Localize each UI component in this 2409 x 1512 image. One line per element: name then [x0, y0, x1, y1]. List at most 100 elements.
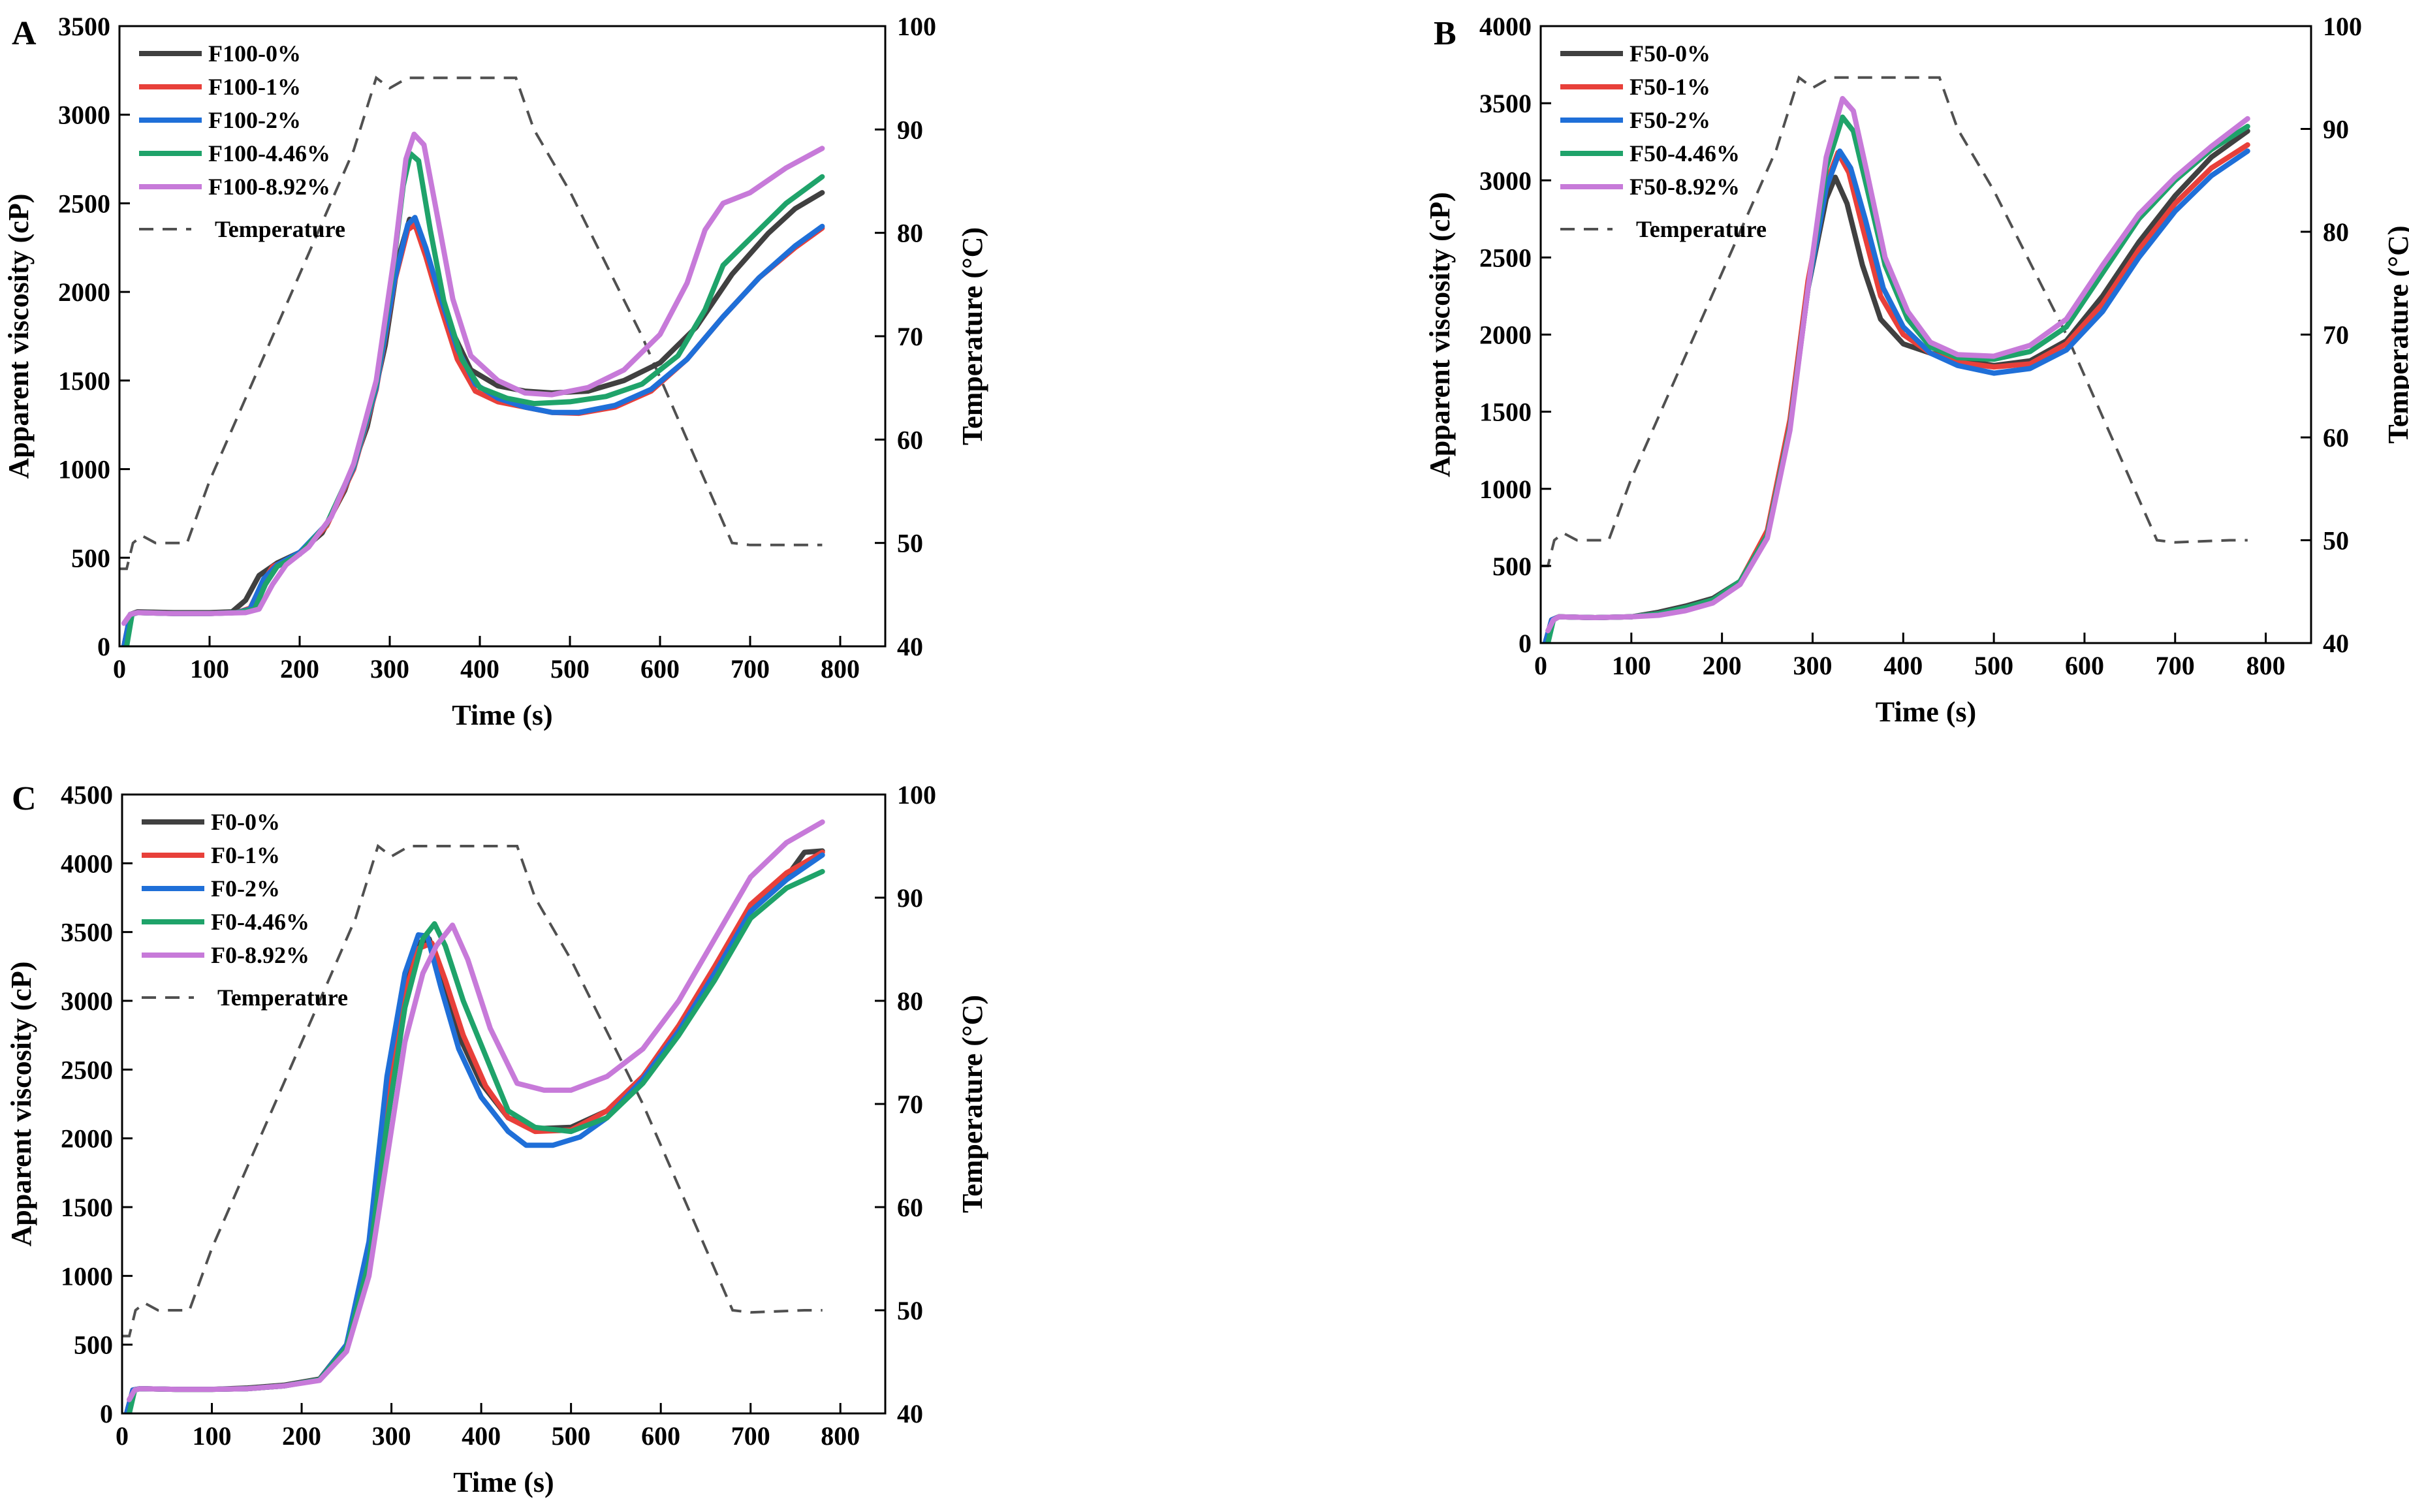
- y-tick-label: 2000: [58, 277, 110, 307]
- series-line-F02: [123, 852, 825, 1413]
- y-tick-label: 0: [100, 1399, 113, 1428]
- x-tick-label: 100: [1612, 651, 1651, 680]
- y2-tick-label: 50: [897, 529, 923, 558]
- legend-entry: F100-4.46%: [208, 140, 330, 166]
- y2-axis-label: Temperature (°C): [956, 227, 988, 445]
- panel-B: B 0 100 200 300 400 500 600 700 800 0 500 1000 1500 20…: [1424, 12, 2409, 728]
- temperature-line: [122, 843, 823, 1338]
- y-tick-label: 3500: [58, 12, 110, 41]
- series-line-F508-92: [1545, 96, 2250, 634]
- y-tick-label: 0: [97, 632, 110, 661]
- legend-entry: F100-1%: [208, 74, 301, 100]
- y2-tick-label: 100: [897, 780, 936, 810]
- x-tick-label: 200: [280, 654, 319, 684]
- y2-tick-label: 90: [897, 115, 923, 144]
- x-tick-label: 700: [2156, 651, 2195, 680]
- y2-tick-label: 70: [897, 322, 923, 351]
- y-tick-label: 3500: [1479, 89, 1532, 118]
- x-tick-label: 300: [372, 1421, 411, 1451]
- x-tick-label: 600: [2065, 651, 2104, 680]
- legend: F100-0% F100-1% F100-2% F100-4.46% F100-8.92…: [139, 40, 345, 242]
- x-tick-label: 600: [640, 654, 680, 684]
- legend: F50-0% F50-1% F50-2% F50-4.46% F50-8.92% Temp…: [1560, 40, 1767, 242]
- x-tick-label: 500: [550, 654, 590, 684]
- panel-C: C 0 100 200 300 400 500 600 700 800 0 500 1000 1500 20…: [5, 780, 988, 1498]
- series-line-F1008-92: [121, 131, 825, 626]
- y2-axis-label: Temperature (°C): [2382, 225, 2409, 443]
- y2-tick-label: 100: [897, 12, 936, 41]
- x-tick-label: 300: [370, 654, 409, 684]
- y2-tick-label: 60: [2323, 423, 2349, 452]
- x-tick-label: 600: [641, 1421, 680, 1451]
- y2-tick-label: 50: [2323, 526, 2349, 556]
- y-tick-label: 2500: [1479, 243, 1532, 272]
- y-tick-label: 1000: [61, 1261, 113, 1291]
- y-tick-label: 2000: [61, 1124, 113, 1154]
- legend-entry: F0-1%: [211, 842, 280, 868]
- legend-entry: F50-8.92%: [1630, 174, 1740, 200]
- series-line-F1001: [121, 222, 825, 646]
- y-tick-label: 4500: [61, 780, 113, 810]
- y-tick-label: 2000: [1479, 321, 1532, 350]
- x-tick-label: 500: [1974, 651, 2013, 680]
- y2-tick-label: 70: [2323, 321, 2349, 350]
- y-tick-label: 3000: [58, 101, 110, 130]
- x-tick-label: 800: [2246, 651, 2286, 680]
- x-axis-label: Time (s): [453, 1466, 554, 1498]
- legend-entry: F100-2%: [208, 107, 301, 133]
- series-line-F08-92: [127, 819, 825, 1402]
- y2-tick-label: 80: [897, 219, 923, 248]
- temperature-line: [119, 75, 823, 571]
- x-tick-label: 200: [282, 1421, 321, 1451]
- y-tick-label: 1500: [58, 366, 110, 396]
- y-tick-label: 4000: [61, 849, 113, 878]
- x-tick-label: 0: [113, 654, 126, 684]
- y2-tick-label: 40: [897, 632, 923, 661]
- x-tick-label: 400: [462, 1421, 501, 1451]
- legend-entry: F50-1%: [1630, 74, 1710, 100]
- x-tick-label: 700: [731, 1421, 770, 1451]
- x-tick-label: 0: [116, 1421, 129, 1451]
- y-axis-label: Apparent viscosity (cP): [3, 194, 35, 479]
- y-tick-label: 500: [71, 543, 110, 573]
- legend-entry-temperature: Temperature: [215, 216, 345, 242]
- y-tick-label: 2500: [58, 189, 110, 218]
- x-tick-label: 400: [460, 654, 499, 684]
- panel-label: A: [12, 15, 37, 52]
- y-tick-label: 500: [74, 1331, 113, 1360]
- x-tick-label: 100: [190, 654, 229, 684]
- panel-label: B: [1434, 15, 1456, 52]
- x-tick-label: 800: [821, 1421, 860, 1451]
- legend-entry: F0-2%: [211, 875, 280, 902]
- y2-tick-label: 80: [897, 986, 923, 1016]
- y2-tick-label: 40: [897, 1399, 923, 1428]
- y2-tick-label: 90: [897, 883, 923, 913]
- y2-tick-label: 90: [2323, 115, 2349, 144]
- y2-tick-label: 70: [897, 1090, 923, 1119]
- y-tick-label: 3500: [61, 918, 113, 947]
- y2-tick-label: 80: [2323, 217, 2349, 247]
- legend-entry: F100-0%: [208, 40, 301, 67]
- y-tick-label: 1500: [61, 1193, 113, 1222]
- legend-entry: F0-8.92%: [211, 942, 309, 968]
- panel-A: A 0 100 200 300 400 500 600 700 800 0 500 1000 1500 20…: [3, 12, 988, 731]
- legend-entry: F100-8.92%: [208, 174, 330, 200]
- legend-entry: F50-4.46%: [1630, 140, 1740, 166]
- x-axis-label: Time (s): [1876, 696, 1976, 728]
- y2-tick-label: 60: [897, 425, 923, 454]
- series-line-F1000: [121, 190, 825, 646]
- y2-axis-label: Temperature (°C): [956, 995, 988, 1213]
- y2-tick-label: 40: [2323, 629, 2349, 658]
- y-tick-label: 4000: [1479, 12, 1532, 41]
- y-tick-label: 3000: [1479, 166, 1532, 195]
- panel-label: C: [12, 780, 37, 817]
- y2-tick-label: 100: [2323, 12, 2362, 41]
- y-tick-label: 1000: [1479, 475, 1532, 504]
- y-axis-label: Apparent viscosity (cP): [5, 962, 37, 1247]
- legend-entry: F0-4.46%: [211, 909, 309, 935]
- y-axis-label: Apparent viscosity (cP): [1424, 192, 1456, 477]
- legend-entry-temperature: Temperature: [217, 984, 348, 1011]
- legend-entry: F0-0%: [211, 809, 280, 835]
- y-tick-label: 3000: [61, 986, 113, 1016]
- y-tick-label: 0: [1519, 629, 1532, 658]
